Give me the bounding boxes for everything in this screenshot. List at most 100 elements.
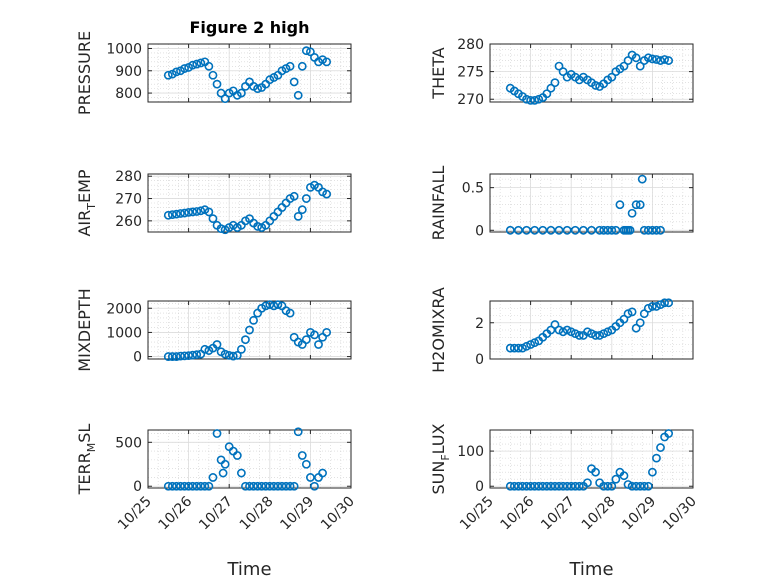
data-point bbox=[220, 459, 230, 469]
axes-box bbox=[147, 429, 352, 489]
y-axis-label: RAINFALL bbox=[429, 166, 448, 241]
y-tick-label: 270 bbox=[457, 92, 484, 108]
data-point bbox=[273, 300, 283, 310]
data-point bbox=[656, 443, 665, 452]
data-point bbox=[643, 481, 653, 491]
data-point bbox=[660, 298, 669, 308]
data-point bbox=[538, 481, 548, 491]
data-point bbox=[285, 61, 295, 71]
y-tick-label: 0 bbox=[475, 479, 484, 495]
data-point bbox=[204, 61, 214, 71]
data-point bbox=[301, 459, 311, 469]
data-point bbox=[188, 350, 198, 360]
data-point bbox=[305, 473, 315, 482]
data-point bbox=[648, 467, 657, 477]
y-tick-label: 280 bbox=[115, 169, 142, 185]
data-point bbox=[637, 174, 647, 184]
data-point bbox=[293, 427, 303, 437]
y-tick-label: 2000 bbox=[106, 301, 142, 317]
data-point bbox=[281, 481, 291, 491]
y-tick-label: 2 bbox=[475, 316, 484, 332]
data-point bbox=[635, 200, 645, 210]
data-point bbox=[192, 350, 202, 360]
axes-box bbox=[489, 43, 694, 103]
data-point bbox=[216, 88, 226, 98]
data-point bbox=[635, 481, 645, 491]
data-point bbox=[167, 481, 177, 491]
data-point bbox=[163, 352, 173, 361]
data-point bbox=[269, 301, 279, 311]
panel-1-pressure: 800 900 1000 PRESSURE Figure 2 high bbox=[75, 18, 352, 115]
data-point bbox=[595, 331, 605, 340]
data-point bbox=[514, 343, 523, 353]
y-axis-label: H2OMIXRA bbox=[429, 287, 448, 373]
data-point bbox=[566, 327, 576, 337]
data-point bbox=[522, 94, 531, 104]
data-point bbox=[607, 225, 617, 235]
data-point bbox=[245, 481, 254, 491]
data-point bbox=[550, 481, 560, 491]
data-point bbox=[297, 61, 307, 71]
panel-4-rainfall: 0 0.5 RAINFALL bbox=[429, 166, 694, 241]
data-point bbox=[322, 328, 332, 337]
data-point bbox=[619, 61, 629, 71]
data-point bbox=[570, 329, 580, 339]
panel-2-theta: 270 275 280 THETA bbox=[429, 37, 694, 108]
data-point bbox=[542, 481, 552, 491]
data-point bbox=[664, 429, 674, 438]
data-point bbox=[546, 83, 556, 93]
data-point bbox=[265, 300, 275, 310]
y-tick-label: 0 bbox=[133, 479, 142, 495]
y-tick-label: 0 bbox=[475, 352, 484, 368]
x-axis-label: Time bbox=[226, 559, 271, 580]
y-axis-label-main: MIXDEPTH bbox=[75, 288, 94, 371]
data-point bbox=[310, 330, 319, 340]
data-point bbox=[236, 344, 246, 354]
data-point bbox=[208, 70, 218, 80]
data-point bbox=[163, 210, 173, 220]
data-point bbox=[603, 481, 613, 491]
data-point bbox=[639, 225, 649, 235]
data-point bbox=[554, 325, 564, 335]
y-tick-label: 900 bbox=[115, 64, 142, 80]
data-point bbox=[591, 81, 600, 90]
data-point bbox=[277, 481, 287, 491]
data-point bbox=[167, 352, 177, 361]
data-point bbox=[599, 225, 609, 235]
y-tick-label: 270 bbox=[115, 192, 142, 208]
data-point bbox=[322, 189, 332, 199]
data-point bbox=[566, 481, 576, 491]
axes-box bbox=[489, 173, 694, 233]
data-point bbox=[204, 207, 214, 217]
data-point bbox=[301, 194, 311, 203]
y-tick-label: 0 bbox=[133, 350, 142, 366]
data-point bbox=[643, 225, 653, 235]
data-point bbox=[188, 481, 198, 491]
data-point bbox=[603, 327, 613, 337]
y-axis-label: SUNFLUX bbox=[429, 423, 452, 494]
y-tick-label: 500 bbox=[115, 435, 142, 451]
data-point bbox=[574, 331, 584, 340]
y-axis-label-main: AIR bbox=[75, 210, 94, 237]
data-point bbox=[180, 64, 189, 73]
data-point bbox=[236, 88, 246, 98]
y-axis-label: THETA bbox=[429, 47, 448, 99]
data-point bbox=[522, 225, 531, 235]
data-point bbox=[591, 467, 600, 477]
data-point bbox=[611, 225, 621, 235]
data-point bbox=[216, 224, 226, 234]
data-point bbox=[574, 481, 584, 491]
data-point bbox=[180, 351, 189, 361]
y-tick-label: 800 bbox=[115, 86, 142, 102]
data-point bbox=[196, 206, 206, 216]
data-point bbox=[176, 481, 185, 491]
y-tick-label: 260 bbox=[115, 214, 142, 230]
data-point bbox=[652, 225, 661, 235]
data-point bbox=[253, 222, 263, 231]
y-tick-label: 100 bbox=[457, 444, 484, 460]
data-point bbox=[505, 343, 515, 353]
data-point bbox=[192, 207, 202, 216]
data-point bbox=[635, 318, 645, 328]
data-point bbox=[218, 468, 228, 478]
